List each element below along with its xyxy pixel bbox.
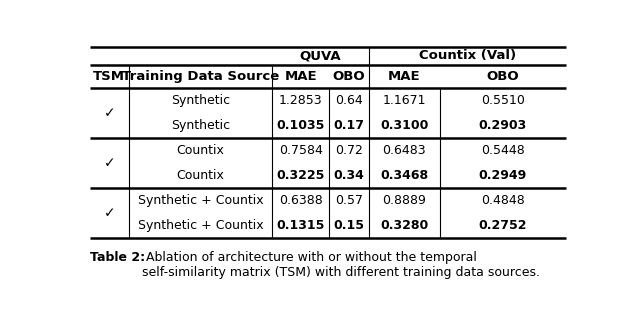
Text: 0.3100: 0.3100 <box>380 119 428 132</box>
Text: Ablation of architecture with or without the temporal
self-similarity matrix (TS: Ablation of architecture with or without… <box>142 251 540 279</box>
Text: 0.5510: 0.5510 <box>481 94 525 107</box>
Text: 0.6483: 0.6483 <box>382 144 426 157</box>
Text: 0.8889: 0.8889 <box>382 194 426 207</box>
Text: Synthetic + Countix: Synthetic + Countix <box>138 219 263 232</box>
Text: 0.7584: 0.7584 <box>279 144 323 157</box>
Text: QUVA: QUVA <box>300 50 341 63</box>
Text: 0.34: 0.34 <box>333 169 364 182</box>
Text: Synthetic + Countix: Synthetic + Countix <box>138 194 263 207</box>
Text: OBO: OBO <box>333 70 365 83</box>
Text: Training Data Source: Training Data Source <box>122 70 279 83</box>
Text: Countix: Countix <box>177 144 225 157</box>
Text: 0.6388: 0.6388 <box>279 194 323 207</box>
Text: TSM: TSM <box>93 70 125 83</box>
Text: OBO: OBO <box>486 70 519 83</box>
Text: 0.17: 0.17 <box>333 119 364 132</box>
Text: 0.1035: 0.1035 <box>276 119 325 132</box>
Text: 0.2949: 0.2949 <box>479 169 527 182</box>
Text: ✓: ✓ <box>104 156 115 170</box>
Text: 0.4848: 0.4848 <box>481 194 525 207</box>
Text: MAE: MAE <box>284 70 317 83</box>
Text: 0.3280: 0.3280 <box>380 219 428 232</box>
Text: ✓: ✓ <box>104 106 115 120</box>
Text: 0.57: 0.57 <box>335 194 363 207</box>
Text: 1.2853: 1.2853 <box>279 94 323 107</box>
Text: 0.1315: 0.1315 <box>276 219 325 232</box>
Text: 0.5448: 0.5448 <box>481 144 525 157</box>
Text: Countix (Val): Countix (Val) <box>419 50 516 63</box>
Text: Synthetic: Synthetic <box>171 119 230 132</box>
Text: 0.3225: 0.3225 <box>276 169 325 182</box>
Text: 1.1671: 1.1671 <box>382 94 426 107</box>
Text: Table 2:: Table 2: <box>90 251 145 264</box>
Text: 0.2903: 0.2903 <box>479 119 527 132</box>
Text: 0.15: 0.15 <box>333 219 364 232</box>
Text: MAE: MAE <box>388 70 420 83</box>
Text: Countix: Countix <box>177 169 225 182</box>
Text: 0.72: 0.72 <box>335 144 363 157</box>
Text: Synthetic: Synthetic <box>171 94 230 107</box>
Text: 0.2752: 0.2752 <box>479 219 527 232</box>
Text: 0.64: 0.64 <box>335 94 363 107</box>
Text: ✓: ✓ <box>104 206 115 220</box>
Text: 0.3468: 0.3468 <box>380 169 428 182</box>
